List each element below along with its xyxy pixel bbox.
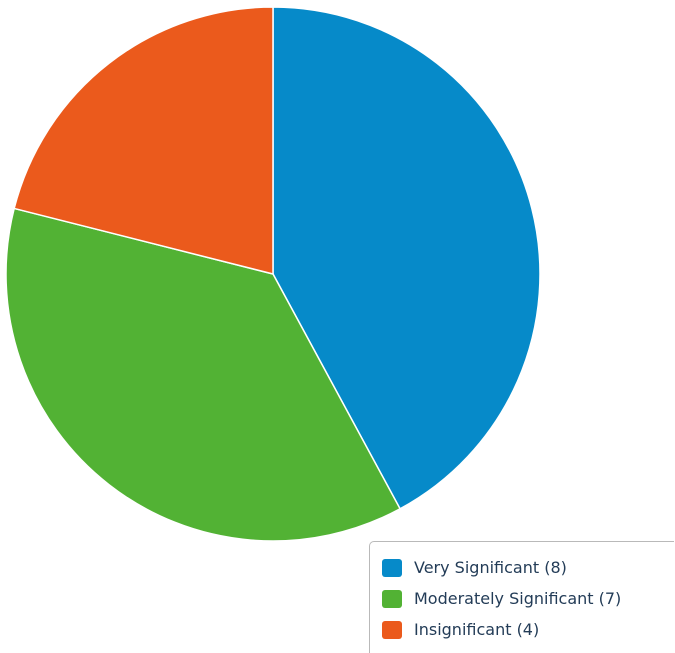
chart-legend: Very Significant (8) Moderately Signific…	[369, 541, 674, 653]
pie-slice-moderately-significant[interactable]	[5, 207, 401, 542]
legend-item-moderately-significant[interactable]: Moderately Significant (7)	[382, 583, 674, 614]
legend-swatch-very-significant	[382, 558, 402, 577]
legend-item-insignificant[interactable]: Insignificant (4)	[382, 614, 674, 645]
pie-slice-insignificant[interactable]	[13, 6, 274, 275]
legend-label-insignificant: Insignificant (4)	[414, 620, 540, 639]
legend-swatch-moderately-significant	[382, 589, 402, 608]
legend-swatch-insignificant	[382, 620, 402, 639]
legend-label-very-significant: Very Significant (8)	[414, 558, 567, 577]
pie-slices	[5, 6, 541, 542]
pie-slice-very-significant[interactable]	[272, 6, 541, 510]
legend-item-very-significant[interactable]: Very Significant (8)	[382, 552, 674, 583]
legend-label-moderately-significant: Moderately Significant (7)	[414, 589, 622, 608]
